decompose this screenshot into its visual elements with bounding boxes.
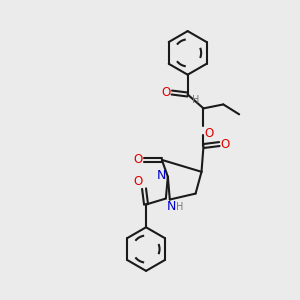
Text: N: N — [167, 200, 176, 212]
Text: O: O — [134, 175, 143, 188]
Text: O: O — [134, 153, 143, 167]
Text: O: O — [162, 86, 171, 99]
Text: H: H — [176, 202, 183, 212]
Text: O: O — [205, 127, 214, 140]
Text: H: H — [192, 95, 199, 106]
Text: O: O — [220, 138, 230, 151]
Text: N: N — [157, 169, 166, 182]
